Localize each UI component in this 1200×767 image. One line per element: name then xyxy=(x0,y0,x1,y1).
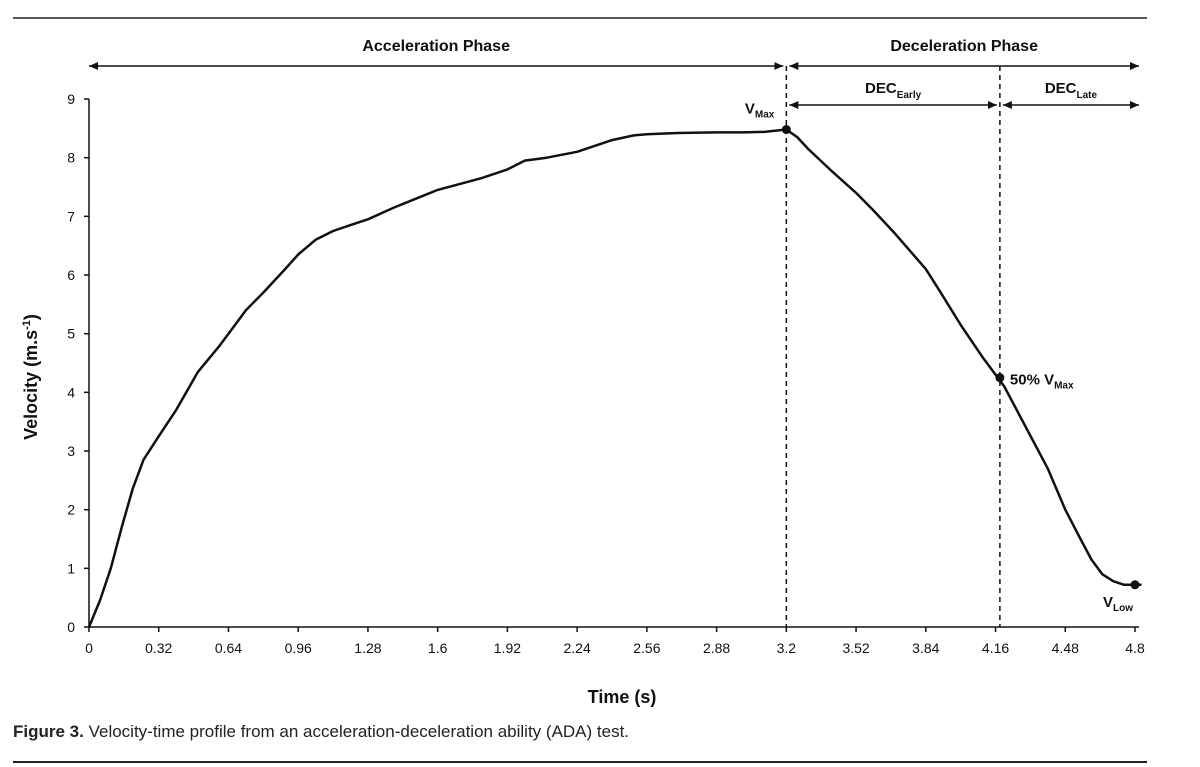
marker-label-main: 50% V xyxy=(1010,372,1054,389)
y-axis-title-sup: -1 xyxy=(21,320,33,330)
y-axis-title: Velocity (m.s-1) xyxy=(21,314,41,440)
velocity-series-line xyxy=(87,128,1142,628)
y-tick-label: 0 xyxy=(67,619,75,635)
y-tick-label: 1 xyxy=(67,560,75,576)
subphase-label-main: DEC xyxy=(1045,80,1077,97)
y-ticks: 0 1 2 3 4 5 6 7 8 9 xyxy=(67,91,89,635)
x-tick-label: 2.24 xyxy=(564,640,591,656)
x-tick-label: 0 xyxy=(85,640,93,656)
reference-lines xyxy=(785,66,1001,627)
x-tick-label: 0.64 xyxy=(215,640,242,656)
subphase-label-sub: Late xyxy=(1077,90,1098,101)
phase-annotations: Acceleration Phase Deceleration PhaseDECE… xyxy=(89,38,1139,109)
x-tick-label: 0.96 xyxy=(285,640,312,656)
y-tick-label: 6 xyxy=(67,267,75,283)
marker-label: VMax xyxy=(745,101,775,121)
y-tick-label: 8 xyxy=(67,150,75,166)
point-marker xyxy=(1130,580,1140,590)
caption-label: Figure 3. xyxy=(13,722,84,741)
subphase-label: DECEarly xyxy=(865,80,922,101)
caption-text: Velocity-time profile from an accelerati… xyxy=(83,722,630,741)
x-tick-label: 3.52 xyxy=(842,640,869,656)
x-ticks: 0 0.32 0.64 0.96 1.28 1.6 1.92 2.24 2.56 2.88 3.2 3… xyxy=(85,627,1145,656)
y-tick-label: 5 xyxy=(67,326,75,342)
marker-label-sub: Max xyxy=(755,110,775,121)
bottom-rule xyxy=(13,761,1147,763)
x-tick-label: 1.6 xyxy=(428,640,448,656)
x-axis-title: Time (s) xyxy=(588,687,657,707)
y-tick-label: 9 xyxy=(67,91,75,107)
y-axis-title-close: ) xyxy=(21,314,41,320)
subphase-label: DECLate xyxy=(1045,80,1098,101)
marker-label-main: V xyxy=(1103,594,1113,611)
phase-label: Acceleration Phase xyxy=(362,38,510,55)
point-marker xyxy=(995,373,1005,383)
figure-caption: Figure 3. Velocity-time profile from an … xyxy=(13,722,629,742)
marker-label: VLow xyxy=(1103,594,1133,614)
x-tick-label: 3.2 xyxy=(777,640,797,656)
x-tick-label: 2.88 xyxy=(703,640,730,656)
x-tick-label: 4.8 xyxy=(1125,640,1145,656)
marker-label-main: V xyxy=(745,101,755,118)
marker-label-sub: Low xyxy=(1113,603,1133,614)
x-tick-label: 0.32 xyxy=(145,640,172,656)
velocity-time-chart: Acceleration Phase Deceleration PhaseDECE… xyxy=(13,17,1147,707)
x-tick-label: 2.56 xyxy=(633,640,660,656)
phase-label: Deceleration Phase xyxy=(890,38,1038,55)
y-axis-title-main: Velocity (m.s xyxy=(21,330,41,440)
x-tick-label: 4.16 xyxy=(982,640,1009,656)
subphase-label-main: DEC xyxy=(865,80,897,97)
x-tick-label: 1.92 xyxy=(494,640,521,656)
y-tick-label: 7 xyxy=(67,208,75,224)
y-tick-label: 4 xyxy=(67,384,75,400)
axes xyxy=(88,99,1139,628)
marker-label: 50% VMax xyxy=(1010,372,1074,392)
y-tick-label: 2 xyxy=(67,502,75,518)
subphase-label-sub: Early xyxy=(897,90,922,101)
marker-label-sub: Max xyxy=(1054,381,1074,392)
y-tick-label: 3 xyxy=(67,443,75,459)
x-tick-label: 3.84 xyxy=(912,640,939,656)
point-marker xyxy=(781,125,791,135)
x-tick-label: 4.48 xyxy=(1052,640,1079,656)
x-tick-label: 1.28 xyxy=(354,640,381,656)
